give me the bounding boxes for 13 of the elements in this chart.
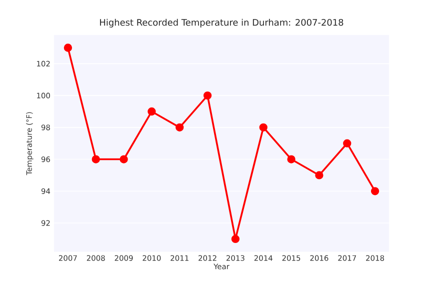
point	[315, 171, 324, 180]
point	[231, 234, 240, 244]
point	[92, 155, 100, 164]
point	[64, 44, 72, 52]
point	[148, 107, 156, 116]
chart-title: Highest Recorded Temperature in Durham: 2007-2018	[100, 18, 344, 28]
point	[259, 123, 268, 132]
point	[287, 155, 296, 164]
point	[203, 91, 212, 100]
point	[343, 139, 352, 148]
point	[370, 187, 380, 196]
point	[176, 123, 184, 132]
point	[120, 155, 128, 164]
